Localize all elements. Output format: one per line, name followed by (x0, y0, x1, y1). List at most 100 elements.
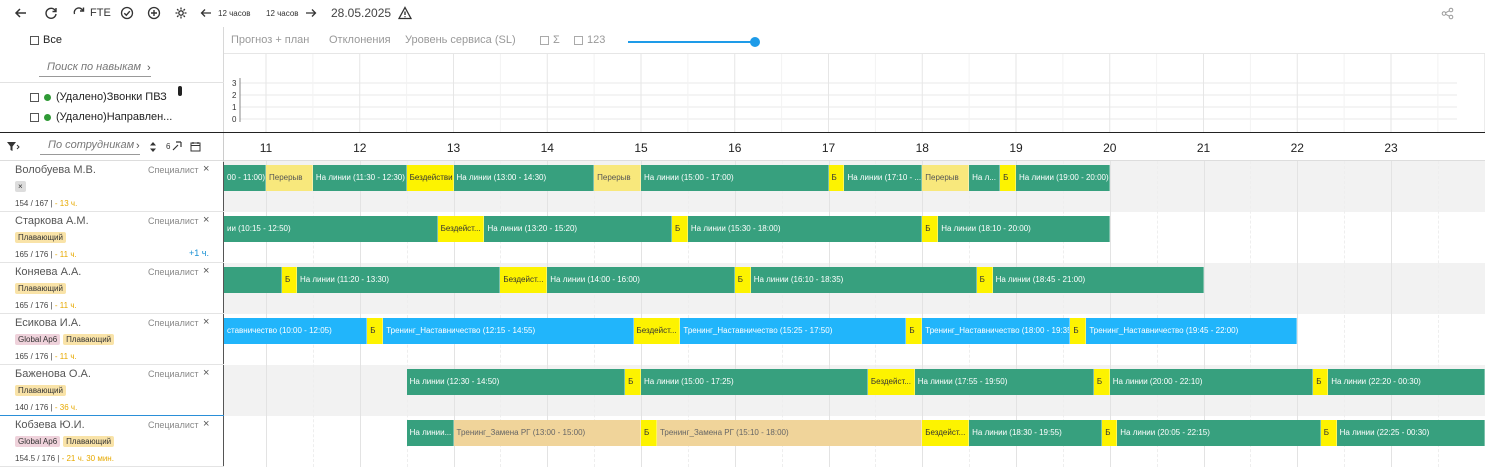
employee-row[interactable]: Волобуева М.В. Специалист × × 154 / 167 | - … (0, 161, 224, 212)
shift-segment[interactable]: На линии (18:30 - 19:55) (969, 420, 1103, 446)
shift-segment[interactable]: Тренинг_Замена РГ (13:00 - 15:00) (453, 420, 641, 446)
shift-segment[interactable]: Б (625, 369, 641, 395)
shift-segment[interactable]: На линии (13:00 - 14:30) (453, 165, 595, 191)
employee-search-input[interactable]: По сотрудникам (40, 139, 140, 155)
shift-segment[interactable]: На линии (15:00 - 17:25) (641, 369, 868, 395)
checkbox[interactable] (30, 35, 39, 45)
tab-service-level[interactable]: Уровень сервиса (SL) (405, 34, 516, 46)
shift-segment[interactable] (224, 267, 282, 293)
shift-segment[interactable]: Б (906, 318, 923, 344)
shift-segment[interactable]: Перерыв (922, 165, 970, 191)
shift-segment[interactable]: На линии (16:10 - 18:35) (750, 267, 977, 293)
shift-segment[interactable]: ии (10:15 - 12:50) (224, 216, 438, 242)
shift-segment[interactable]: Б (1093, 369, 1110, 395)
remove-employee-icon[interactable]: × (203, 418, 210, 430)
shift-segment[interactable]: На линии (17:10 - ... (844, 165, 923, 191)
skill-item[interactable]: (Удалено)Звонки ПВЗ (30, 91, 167, 103)
remove-employee-icon[interactable]: × (203, 367, 210, 379)
shift-segment[interactable]: Б (1102, 420, 1118, 446)
remove-employee-icon[interactable]: × (203, 265, 210, 277)
shift-segment[interactable]: Бездейст... (500, 267, 548, 293)
fte-button[interactable]: FTE (72, 4, 111, 22)
numbers-toggle[interactable]: 123 (574, 34, 605, 46)
step-forward-button[interactable]: 12 часов (266, 4, 317, 22)
share-icon[interactable] (1441, 4, 1454, 22)
shift-segment[interactable]: На линии (11:20 - 13:30) (296, 267, 501, 293)
chevron-right-icon[interactable]: › (147, 62, 151, 74)
shift-segment[interactable]: Б (281, 267, 297, 293)
employee-row[interactable]: Баженова О.А. Специалист × Плавающий 140 / 1… (0, 365, 224, 416)
skill-item[interactable]: (Удалено)Направлен... (30, 111, 172, 123)
shift-segment[interactable]: На линии (17:55 - 19:50) (914, 369, 1094, 395)
shift-segment[interactable]: Бездейст... (867, 369, 915, 395)
sort-icon[interactable] (149, 141, 157, 156)
shift-segment[interactable]: Б (1000, 165, 1016, 191)
shift-segment[interactable]: Бездейст... (437, 216, 485, 242)
shift-segment[interactable]: На линии (22:25 - 00:30) (1336, 420, 1485, 446)
shift-segment[interactable]: Тренинг_Наставничество (12:15 - 14:55) (383, 318, 634, 344)
shift-segment[interactable]: Б (1313, 369, 1329, 395)
shift-segment[interactable]: Б (671, 216, 688, 242)
shift-segment[interactable]: Б (828, 165, 845, 191)
tab-deviations[interactable]: Отклонения (329, 34, 391, 46)
check-circle-icon[interactable] (120, 4, 134, 22)
employee-row[interactable]: Старкова А.М. Специалист × Плавающий 165 / 1… (0, 212, 224, 263)
zoom-slider-thumb[interactable] (750, 37, 760, 47)
shift-segment[interactable]: На линии (11:30 - 12:30) (312, 165, 407, 191)
remove-employee-icon[interactable]: × (203, 214, 210, 226)
shift-segment[interactable]: 00 - 11:00) (224, 165, 266, 191)
shift-segment[interactable]: Б (641, 420, 657, 446)
chevron-right-icon[interactable]: › (136, 140, 140, 152)
shift-segment[interactable]: На линии (13:20 - 15:20) (484, 216, 672, 242)
shift-segment[interactable]: Б (976, 267, 993, 293)
shift-segment[interactable]: На линии (14:00 - 16:00) (547, 267, 735, 293)
checkbox[interactable] (540, 35, 549, 45)
shift-segment[interactable]: На линии (18:45 - 21:00) (992, 267, 1204, 293)
select-all-skills[interactable]: Все (30, 34, 62, 46)
shift-segment[interactable]: На линии (18:10 - 20:00) (938, 216, 1110, 242)
employee-row[interactable]: Кобзева Ю.И. Специалист × Global Ap6 Плавающ… (0, 416, 224, 467)
shift-segment[interactable]: Тренинг_Наставничество (18:00 - 19:35) (922, 318, 1071, 344)
remove-employee-icon[interactable]: × (203, 316, 210, 328)
settings-gear-icon[interactable] (174, 4, 188, 22)
scrollbar[interactable] (178, 86, 182, 96)
shift-segment[interactable]: На линии (15:30 - 18:00) (687, 216, 923, 242)
shift-segment[interactable]: На линии... (406, 420, 454, 446)
clear-sort-icon[interactable] (172, 141, 182, 154)
shift-segment[interactable]: Бездействие (406, 165, 454, 191)
shift-segment[interactable]: Б (367, 318, 384, 344)
shift-segment[interactable]: На линии (20:00 - 22:10) (1109, 369, 1314, 395)
shift-segment[interactable]: На линии (22:20 - 00:30) (1328, 369, 1485, 395)
step-back-button[interactable]: 12 часов (200, 4, 251, 22)
shift-segment[interactable]: На линии (20:05 - 22:15) (1117, 420, 1321, 446)
shift-segment[interactable]: Б (1320, 420, 1337, 446)
shift-segment[interactable]: Тренинг_Замена РГ (15:10 - 18:00) (656, 420, 923, 446)
checkbox[interactable] (574, 35, 583, 45)
filter-icon[interactable] (6, 141, 20, 156)
shift-segment[interactable]: Бездейст... (922, 420, 970, 446)
shift-segment[interactable]: Тренинг_Наставничество (15:25 - 17:50) (680, 318, 907, 344)
skill-search-input[interactable]: Поиск по навыкам (39, 61, 151, 77)
shift-segment[interactable]: Бездейст... (633, 318, 681, 344)
back-arrow-icon[interactable] (14, 4, 28, 22)
date-picker[interactable]: 28.05.2025 (331, 6, 392, 20)
refresh-icon[interactable] (44, 4, 58, 22)
zoom-slider-track[interactable] (628, 41, 755, 43)
shift-segment[interactable]: Б (734, 267, 751, 293)
shift-segment[interactable]: Б (1070, 318, 1087, 344)
sum-toggle[interactable]: Σ (540, 34, 560, 46)
shift-segment[interactable]: На линии (19:00 - 20:00) (1016, 165, 1110, 191)
checkbox[interactable] (30, 112, 39, 122)
shift-segment[interactable]: На линии (15:00 - 17:00) (641, 165, 829, 191)
calendar-icon[interactable] (190, 141, 201, 155)
shift-segment[interactable]: На л... (969, 165, 1001, 191)
shift-segment[interactable]: Перерыв (266, 165, 313, 191)
employee-row[interactable]: Есикова И.А. Специалист × Global Ap6 Плавающ… (0, 314, 224, 365)
checkbox[interactable] (30, 92, 39, 102)
remove-employee-icon[interactable]: × (203, 163, 210, 175)
tab-forecast-plan[interactable]: Прогноз + план (231, 34, 310, 46)
shift-segment[interactable]: Перерыв (594, 165, 641, 191)
shift-segment[interactable]: Тренинг_Наставничество (19:45 - 22:00) (1086, 318, 1298, 344)
shift-segment[interactable]: Б (922, 216, 939, 242)
shift-segment[interactable]: ставничество (10:00 - 12:05) (224, 318, 368, 344)
